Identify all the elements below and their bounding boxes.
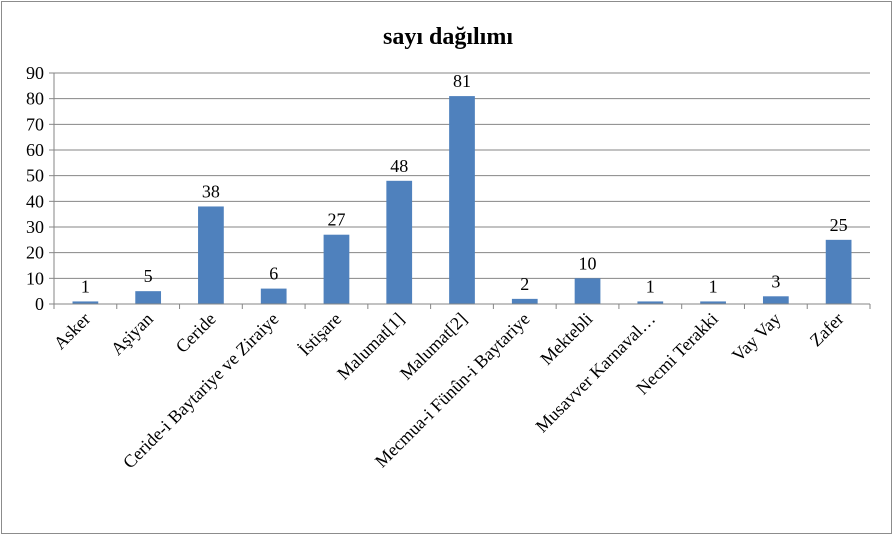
x-tick-label: Malumat[1] (333, 309, 408, 384)
x-tick-label: İstişare (294, 309, 345, 360)
bar (135, 291, 162, 304)
bar (574, 278, 601, 304)
data-label: 27 (327, 210, 345, 230)
y-tick-label: 10 (26, 268, 44, 288)
y-axis: 0 10 20 30 40 50 60 70 80 90 (26, 63, 55, 314)
y-tick-label: 20 (26, 243, 44, 263)
bar (198, 206, 224, 304)
x-tick-label: Vay Vay (728, 309, 785, 366)
data-label: 48 (390, 156, 408, 176)
bar (386, 180, 413, 304)
bar (637, 301, 664, 304)
bar (825, 239, 852, 304)
x-tick-label: Ceride (172, 309, 220, 357)
data-label: 1 (646, 276, 655, 296)
bar (449, 96, 475, 304)
bar (700, 301, 726, 304)
data-label: 6 (269, 264, 278, 284)
data-label: 3 (771, 271, 780, 291)
y-tick-label: 80 (26, 89, 44, 109)
y-tick-label: 30 (26, 217, 44, 237)
y-tick-label: 40 (26, 191, 44, 211)
data-label: 1 (81, 276, 90, 296)
chart-title: sayı dağılımı (383, 24, 513, 50)
data-label: 38 (202, 181, 220, 201)
data-label: 10 (579, 253, 597, 273)
data-label: 2 (520, 274, 529, 294)
bar (762, 296, 789, 304)
y-tick-label: 90 (26, 63, 44, 83)
y-tick-label: 70 (26, 114, 44, 134)
data-label: 25 (830, 215, 848, 235)
data-label: 81 (453, 71, 471, 91)
bar (511, 298, 538, 304)
data-label: 1 (709, 276, 718, 296)
bar (260, 288, 287, 304)
y-tick-label: 60 (26, 140, 44, 160)
bar (72, 301, 99, 304)
bars (72, 96, 852, 304)
x-tick-label: Asker (50, 309, 95, 354)
x-tick-label: Mektebli (536, 309, 596, 369)
data-label: 5 (144, 266, 153, 286)
x-tick-label: Zafer (806, 309, 848, 351)
x-tick-label: Aşiyan (107, 309, 157, 359)
x-tick-label: Musavver Karnaval… (532, 309, 660, 437)
y-tick-label: 0 (35, 294, 44, 314)
bar (323, 234, 350, 304)
y-tick-label: 50 (26, 166, 44, 186)
